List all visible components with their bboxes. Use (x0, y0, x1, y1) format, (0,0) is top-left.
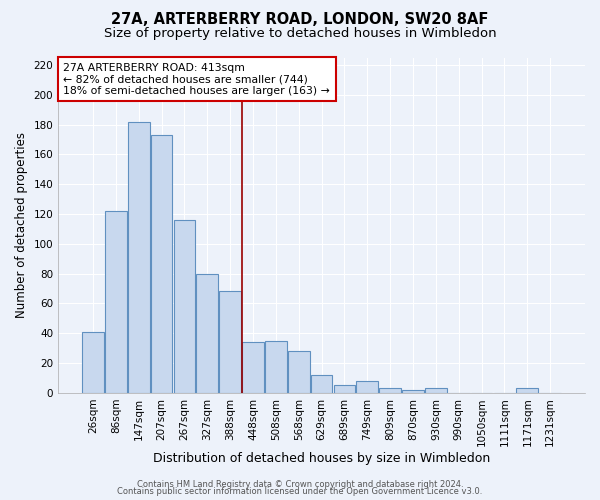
Bar (128, 122, 149, 393)
Bar (105, 211, 127, 393)
Bar (196, 274, 218, 393)
Bar (356, 381, 378, 393)
Bar (311, 375, 332, 393)
Bar (265, 340, 287, 393)
Bar (334, 386, 355, 393)
Text: Contains public sector information licensed under the Open Government Licence v3: Contains public sector information licen… (118, 487, 482, 496)
Bar (151, 135, 172, 393)
Text: 27A ARTERBERRY ROAD: 413sqm
← 82% of detached houses are smaller (744)
18% of se: 27A ARTERBERRY ROAD: 413sqm ← 82% of det… (64, 62, 330, 96)
Bar (402, 390, 424, 393)
Bar (517, 388, 538, 393)
Bar (82, 332, 104, 393)
Bar (379, 388, 401, 393)
Text: 27A, ARTERBERRY ROAD, LONDON, SW20 8AF: 27A, ARTERBERRY ROAD, LONDON, SW20 8AF (112, 12, 488, 28)
Bar (219, 292, 241, 393)
Bar (288, 351, 310, 393)
Bar (173, 220, 195, 393)
Y-axis label: Number of detached properties: Number of detached properties (15, 132, 28, 318)
Text: Contains HM Land Registry data © Crown copyright and database right 2024.: Contains HM Land Registry data © Crown c… (137, 480, 463, 489)
X-axis label: Distribution of detached houses by size in Wimbledon: Distribution of detached houses by size … (153, 452, 490, 465)
Text: Size of property relative to detached houses in Wimbledon: Size of property relative to detached ho… (104, 28, 496, 40)
Bar (242, 342, 264, 393)
Bar (425, 388, 447, 393)
